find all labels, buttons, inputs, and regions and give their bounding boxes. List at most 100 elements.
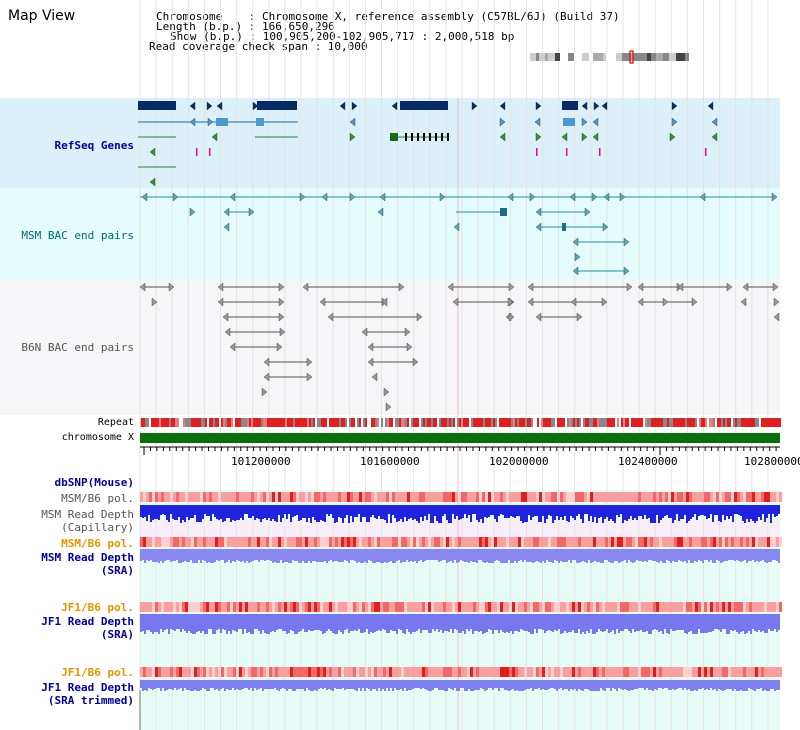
read-depth-bar xyxy=(410,614,412,634)
polymorphism-segment xyxy=(473,492,476,502)
polymorphism-segment xyxy=(323,602,326,612)
repeat-element xyxy=(561,418,563,427)
repeat-element xyxy=(413,418,415,427)
read-depth-bar xyxy=(554,549,556,560)
read-depth-bar xyxy=(762,614,764,631)
coverage-span-info: Read coverage check span : 10,000 xyxy=(149,40,368,53)
read-depth-bar xyxy=(446,614,448,631)
dbsnp-track-label[interactable]: dbSNP(Mouse) xyxy=(54,476,134,489)
msm-pol-track-label[interactable]: MSM/B6 pol. xyxy=(61,492,134,505)
polymorphism-segment xyxy=(701,537,704,547)
polymorphism-segment xyxy=(593,602,596,612)
polymorphism-segment xyxy=(542,492,545,502)
refseq-track-label[interactable]: RefSeq Genes xyxy=(54,139,134,152)
read-depth-bar xyxy=(446,680,448,691)
read-depth-bar xyxy=(554,614,556,630)
polymorphism-segment xyxy=(278,667,281,677)
read-depth-bar xyxy=(594,614,596,634)
read-depth-bar xyxy=(714,614,716,629)
read-depth-bar xyxy=(600,614,602,631)
polymorphism-segment xyxy=(302,492,305,502)
polymorphism-segment xyxy=(203,537,206,547)
read-depth-bar xyxy=(190,614,192,633)
read-depth-bar xyxy=(630,505,632,516)
polymorphism-segment xyxy=(140,667,143,677)
msm-bac-features[interactable] xyxy=(140,192,778,276)
polymorphism-segment xyxy=(674,667,677,677)
read-depth-bar xyxy=(448,680,450,688)
repeat-element xyxy=(755,418,757,427)
jf1-depth-trimmed-label[interactable]: JF1 Read Depth xyxy=(41,681,134,694)
polymorphism-segment xyxy=(473,537,476,547)
chromosome-bar[interactable] xyxy=(140,433,780,443)
msm-depth-capillary-label[interactable]: MSM Read Depth xyxy=(41,508,134,521)
polymorphism-segment xyxy=(227,537,230,547)
msm-depth-sra-label[interactable]: MSM Read Depth xyxy=(41,551,134,564)
jf1-depth-sra-label[interactable]: JF1 Read Depth xyxy=(41,615,134,628)
repeat-element xyxy=(199,418,201,427)
read-depth-bar xyxy=(412,549,414,562)
repeat-element xyxy=(261,418,263,427)
polymorphism-segment xyxy=(590,602,593,612)
jf1-pol2-track-label[interactable]: JF1/B6 pol. xyxy=(61,666,134,679)
polymorphism-segment xyxy=(713,602,716,612)
polymorphism-segment xyxy=(731,537,734,547)
refseq-features[interactable] xyxy=(138,101,718,187)
polymorphism-segment xyxy=(569,492,572,502)
repeat-element xyxy=(317,418,319,427)
read-depth-bar xyxy=(638,680,640,688)
jf1-pol-track-label[interactable]: JF1/B6 pol. xyxy=(61,601,134,614)
repeat-element xyxy=(447,418,449,427)
chromosome-ideogram[interactable] xyxy=(530,50,695,64)
read-depth-bar xyxy=(198,505,200,522)
read-depth-bar xyxy=(670,614,672,629)
read-depth-bar xyxy=(282,680,284,688)
polymorphism-segment xyxy=(464,537,467,547)
polymorphism-segment xyxy=(764,492,767,502)
msm-bac-track-label[interactable]: MSM BAC end pairs xyxy=(21,229,134,242)
repeat-element xyxy=(397,418,399,427)
polymorphism-segment xyxy=(656,537,659,547)
repeat-element xyxy=(237,418,239,427)
read-depth-bar xyxy=(656,680,658,690)
polymorphism-segment xyxy=(215,537,218,547)
read-depth-bar xyxy=(176,549,178,560)
read-depth-bar xyxy=(338,680,340,689)
polymorphism-segment xyxy=(500,667,503,677)
read-depth-bar xyxy=(642,549,644,562)
read-depth-bar xyxy=(182,549,184,562)
read-depth-bar xyxy=(504,549,506,563)
read-depth-bar xyxy=(488,614,490,629)
read-depth-bar xyxy=(544,549,546,563)
polymorphism-segment xyxy=(629,537,632,547)
read-depth-bar xyxy=(348,614,350,633)
repeat-track-bar[interactable] xyxy=(140,418,781,427)
read-depth-bar xyxy=(500,549,502,563)
read-depth-bar xyxy=(774,549,776,560)
polymorphism-segment xyxy=(392,602,395,612)
polymorphism-segment xyxy=(230,537,233,547)
b6n-bac-track-label[interactable]: B6N BAC end pairs xyxy=(21,341,134,354)
polymorphism-segment xyxy=(458,537,461,547)
read-depth-bar xyxy=(640,680,642,688)
polymorphism-segment xyxy=(488,667,491,677)
polymorphism-segment xyxy=(347,492,350,502)
read-depth-bar xyxy=(376,680,378,691)
polymorphism-segment xyxy=(599,537,602,547)
polymorphism-segment xyxy=(659,667,662,677)
repeat-element xyxy=(351,418,353,427)
polymorphism-segment xyxy=(452,602,455,612)
bac-end-marker xyxy=(601,297,608,307)
bac-end-marker xyxy=(367,357,374,367)
repeat-element xyxy=(725,418,727,427)
b6n-bac-features[interactable] xyxy=(139,282,780,412)
msm-pol2-track-label[interactable]: MSM/B6 pol. xyxy=(61,537,134,550)
read-depth-bar xyxy=(154,505,156,519)
read-depth-bar xyxy=(770,614,772,631)
polymorphism-segment xyxy=(377,667,380,677)
polymorphism-segment xyxy=(284,492,287,502)
read-depth-bar xyxy=(212,680,214,688)
read-depth-bar xyxy=(576,680,578,691)
polymorphism-segment xyxy=(383,667,386,677)
